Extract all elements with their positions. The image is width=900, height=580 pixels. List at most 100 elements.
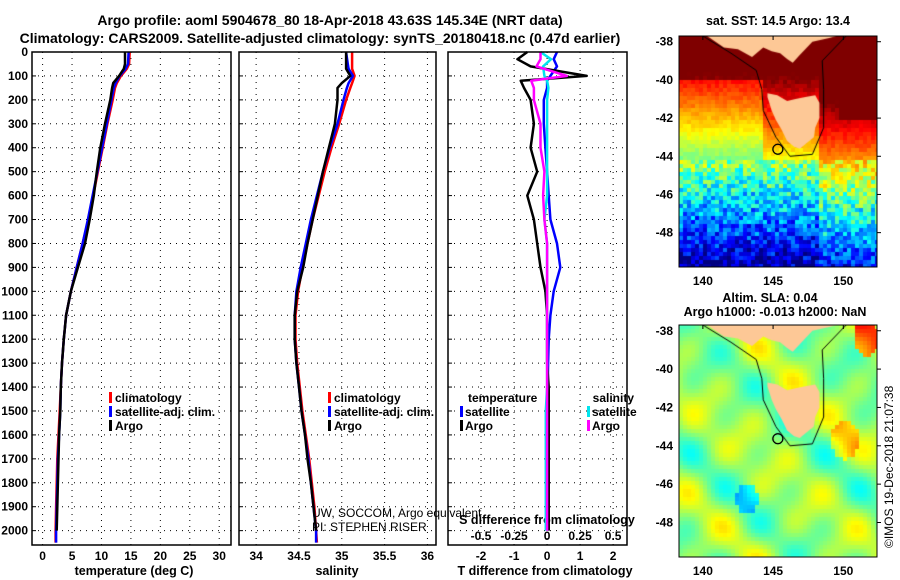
sla-map-ytick-label: -42 bbox=[656, 400, 674, 414]
legend-label: Argo bbox=[115, 419, 143, 433]
sst-map-image bbox=[679, 36, 877, 267]
sla-map-ytick-label: -48 bbox=[656, 515, 674, 529]
depth-tick-label: 600 bbox=[8, 189, 28, 203]
temperature-xtick-label: 30 bbox=[213, 549, 227, 563]
depth-tick-label: 1800 bbox=[1, 476, 28, 490]
legend-label: satellite-adj. clim. bbox=[334, 405, 434, 419]
depth-tick-label: 1000 bbox=[1, 284, 28, 298]
differences-xtick-label: 1 bbox=[577, 549, 584, 563]
temperature-xtick-label: 5 bbox=[69, 549, 76, 563]
salinity-series-climatology bbox=[294, 52, 356, 543]
legend-label: climatology bbox=[115, 391, 182, 405]
legend-label: Argo bbox=[334, 419, 362, 433]
depth-tick-label: 1100 bbox=[2, 308, 28, 322]
sst-map-ytick-label: -44 bbox=[656, 149, 674, 163]
sst-map-ytick-label: -42 bbox=[656, 111, 674, 125]
legend-label: satellite bbox=[465, 405, 510, 419]
temperature-xtick-label: 0 bbox=[39, 549, 46, 563]
differences-xtick-label: 0 bbox=[544, 549, 551, 563]
legend-label: Argo bbox=[592, 419, 620, 433]
depth-tick-label: 2000 bbox=[1, 524, 28, 538]
depth-tick-label: 300 bbox=[8, 117, 28, 131]
sla-map-image bbox=[679, 325, 877, 557]
differences-series-s-argo bbox=[529, 52, 569, 531]
depth-tick-label: 1300 bbox=[1, 356, 28, 370]
depth-tick-label: 1400 bbox=[1, 380, 28, 394]
depth-tick-label: 500 bbox=[8, 165, 28, 179]
s-diff-xtick-label: 0.25 bbox=[568, 529, 592, 543]
sst-map-frame bbox=[678, 35, 878, 268]
salinity-xtick-label: 36 bbox=[421, 549, 435, 563]
depth-tick-label: 1500 bbox=[1, 404, 28, 418]
depth-tick-label: 700 bbox=[8, 213, 28, 227]
sst-map-ytick-label: -46 bbox=[656, 187, 674, 201]
legend-label: satellite-adj. clim. bbox=[115, 405, 215, 419]
sst-map-xtick-label: 140 bbox=[693, 274, 713, 288]
legend-group-title: temperature bbox=[468, 391, 538, 405]
figure-title-line1: Argo profile: aoml 5904678_80 18-Apr-201… bbox=[97, 12, 562, 28]
figure-title-line2: Climatology: CARS2009. Satellite-adjuste… bbox=[20, 30, 621, 46]
salinity-xtick-label: 35 bbox=[335, 549, 349, 563]
s-diff-xtick-label: 0 bbox=[544, 529, 551, 543]
differences-xtick-label: -2 bbox=[476, 549, 487, 563]
sst-map-xtick-label: 150 bbox=[833, 274, 853, 288]
plot-layer: 0100200300400500600700800900100011001200… bbox=[1, 35, 881, 578]
sla-map-xtick-label: 140 bbox=[693, 564, 713, 578]
sla-map-ytick-label: -44 bbox=[656, 439, 674, 453]
sla-map-ytick-label: -38 bbox=[656, 324, 674, 338]
temperature-series-satellite-adj-clim- bbox=[54, 51, 130, 543]
depth-tick-label: 900 bbox=[8, 260, 28, 274]
t-diff-xlabel: T difference from climatology bbox=[457, 564, 632, 578]
depth-tick-label: 1600 bbox=[1, 428, 28, 442]
argo-profile-location-marker bbox=[772, 433, 784, 445]
legend-swatch-argo bbox=[109, 420, 112, 431]
sla-map-title-line2: Argo h1000: -0.013 h2000: NaN bbox=[684, 305, 867, 319]
differences-plot-frame bbox=[447, 51, 628, 546]
salinity-series-satellite-adj-clim- bbox=[293, 51, 355, 543]
credit-line1: UW, SOCCOM, Argo equivalent bbox=[312, 506, 482, 520]
sst-map-title: sat. SST: 14.5 Argo: 13.4 bbox=[706, 14, 850, 28]
legend-swatch-salinity-argo bbox=[587, 420, 590, 431]
depth-tick-label: 800 bbox=[8, 236, 28, 250]
depth-tick-label: 400 bbox=[8, 141, 28, 155]
depth-tick-label: 1900 bbox=[1, 500, 28, 514]
temperature-xtick-label: 15 bbox=[124, 549, 138, 563]
legend-group-title: salinity bbox=[593, 391, 635, 405]
temperature-plot-frame bbox=[31, 51, 232, 546]
differences-series-t-argo bbox=[516, 50, 588, 531]
salinity-plot-frame bbox=[238, 51, 437, 546]
depth-tick-label: 100 bbox=[8, 69, 28, 83]
legend-swatch-temperature-satellite bbox=[460, 406, 463, 417]
credit-line2: PI: STEPHEN RISER bbox=[312, 520, 427, 534]
salinity-xlabel: salinity bbox=[315, 564, 358, 578]
temperature-xtick-label: 25 bbox=[183, 549, 197, 563]
temperature-series-argo bbox=[55, 52, 127, 531]
imos-timestamp: ©IMOS 19-Dec-2018 21:07:38 bbox=[882, 385, 896, 548]
legend-label: climatology bbox=[334, 391, 401, 405]
salinity-xtick-label: 34.5 bbox=[287, 549, 311, 563]
legend-swatch-satellite-adj-clim- bbox=[328, 406, 331, 417]
legend-swatch-climatology bbox=[328, 392, 331, 403]
sst-map-xtick-label: 145 bbox=[763, 274, 783, 288]
legend-swatch-argo bbox=[328, 420, 331, 431]
sla-map-frame bbox=[678, 324, 878, 558]
sst-map-ytick-label: -48 bbox=[656, 226, 674, 240]
legend-swatch-satellite-adj-clim- bbox=[109, 406, 112, 417]
legend-label: satellite bbox=[592, 405, 637, 419]
depth-tick-label: 1200 bbox=[1, 332, 28, 346]
sla-map-title-line1: Altim. SLA: 0.04 bbox=[722, 291, 817, 305]
temperature-xtick-label: 10 bbox=[95, 549, 109, 563]
differences-xtick-label: -1 bbox=[509, 549, 520, 563]
sst-map-ytick-label: -40 bbox=[656, 73, 674, 87]
sla-map-ytick-label: -46 bbox=[656, 477, 674, 491]
legend-label: Argo bbox=[465, 419, 493, 433]
legend-swatch-temperature-argo bbox=[460, 420, 463, 431]
depth-tick-label: 0 bbox=[21, 45, 28, 59]
legend-swatch-climatology bbox=[109, 392, 112, 403]
s-diff-xtick-label: -0.25 bbox=[500, 529, 528, 543]
salinity-xtick-label: 35.5 bbox=[373, 549, 397, 563]
sla-map-xtick-label: 145 bbox=[763, 564, 783, 578]
temperature-series-climatology bbox=[54, 51, 131, 543]
sla-map-ytick-label: -40 bbox=[656, 362, 674, 376]
